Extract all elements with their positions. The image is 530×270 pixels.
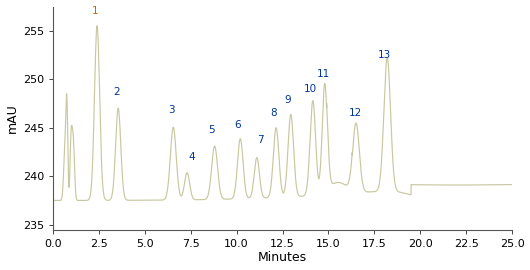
Text: 11: 11: [317, 69, 331, 79]
X-axis label: Minutes: Minutes: [258, 251, 307, 264]
Text: 4: 4: [188, 152, 195, 162]
Text: 7: 7: [257, 135, 264, 145]
Text: 3: 3: [168, 105, 175, 115]
Text: 5: 5: [208, 124, 215, 134]
Text: 9: 9: [285, 96, 292, 106]
Text: 12: 12: [348, 108, 361, 118]
Y-axis label: mAU: mAU: [5, 103, 19, 133]
Text: 10: 10: [304, 84, 316, 94]
Text: 1: 1: [92, 6, 99, 16]
Text: 6: 6: [234, 120, 241, 130]
Text: 13: 13: [378, 50, 391, 60]
Text: 8: 8: [270, 108, 277, 118]
Text: 2: 2: [113, 87, 120, 97]
